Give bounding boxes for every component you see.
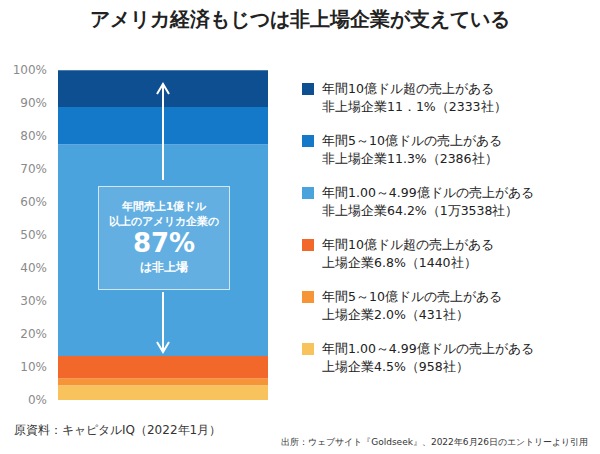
svg-text:40%: 40% xyxy=(20,261,47,275)
svg-text:20%: 20% xyxy=(20,327,47,341)
html-text:年間1.00～4.99億ドルの売上がある 上場企業4.5%（: 年間1.00～4.99億ドルの売上がある 上場企業4.5%（958社） xyxy=(322,341,534,374)
html-text:原資料：キャピタルIQ（2022年1月）: 原資料：キャピタルIQ（2022年1月） xyxy=(14,423,222,437)
html-text:年間売上1億ドル 以上のアメリカ企業の: 年間売上1億ドル 以上のアメリカ企業の xyxy=(109,200,219,228)
svg-text:70%: 70% xyxy=(20,162,47,176)
html-text:年間10億ドル超の売上がある 上場企業6.8%（1440社）: 年間10億ドル超の売上がある 上場企業6.8%（1440社） xyxy=(322,237,494,270)
html-text:年間5～10億ドルの売上がある 非上場企業11.3%（238: 年間5～10億ドルの売上がある 非上場企業11.3%（2386社） xyxy=(322,133,502,166)
html-text:年間5～10億ドルの売上がある 上場企業2.0%（431社）: 年間5～10億ドルの売上がある 上場企業2.0%（431社） xyxy=(322,289,502,322)
svg-text:50%: 50% xyxy=(20,228,47,242)
svg-text:10%: 10% xyxy=(20,360,47,374)
svg-text:100%: 100% xyxy=(13,63,47,77)
html-text:87%: 87% xyxy=(132,227,196,258)
html-text:出所：ウェブサイト『Goldseek』、2022年6月26日: 出所：ウェブサイト『Goldseek』、2022年6月26日のエントリーより引用 xyxy=(281,437,588,447)
html-text:年間10億ドル超の売上がある 非上場企業11．1%（2333: 年間10億ドル超の売上がある 非上場企業11．1%（2333社） xyxy=(322,81,507,114)
svg-text:60%: 60% xyxy=(20,195,47,209)
html-text:年間1.00～4.99億ドルの売上がある 非上場企業64.2: 年間1.00～4.99億ドルの売上がある 非上場企業64.2%（1万3538社） xyxy=(322,185,534,218)
svg-text:0%: 0% xyxy=(28,393,47,407)
svg-text:80%: 80% xyxy=(20,129,47,143)
html-text:アメリカ経済もじつは非上場企業が支えている: アメリカ経済もじつは非上場企業が支えている xyxy=(90,7,510,31)
svg-text:90%: 90% xyxy=(20,96,47,110)
html-text:は非上場: は非上場 xyxy=(140,259,188,274)
svg-text:30%: 30% xyxy=(20,294,47,308)
